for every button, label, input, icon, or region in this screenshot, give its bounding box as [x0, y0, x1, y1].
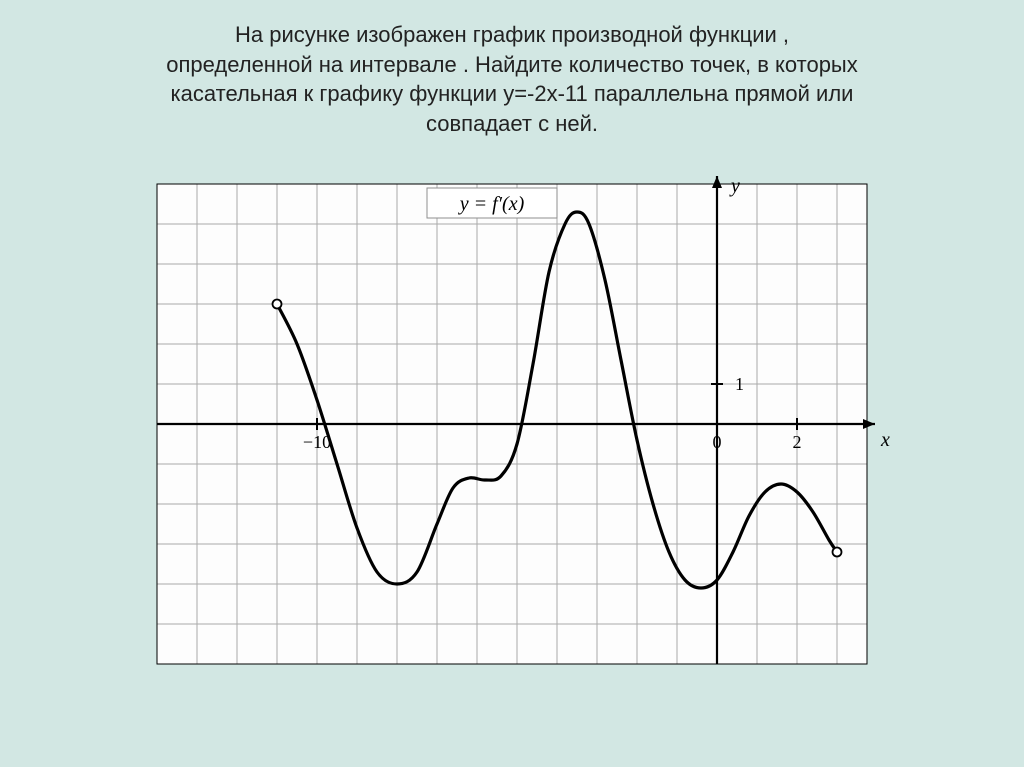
title-line-1: На рисунке изображен график производной …	[235, 22, 789, 47]
problem-title: На рисунке изображен график производной …	[52, 20, 972, 139]
svg-text:2: 2	[793, 432, 802, 452]
title-line-3: касательная к графику функции y=-2x-11 п…	[171, 81, 854, 106]
svg-text:y = f′(x): y = f′(x)	[458, 193, 525, 215]
derivative-chart: yx−10021y = f′(x)	[117, 164, 907, 684]
svg-text:0: 0	[713, 432, 722, 452]
svg-text:x: x	[880, 429, 890, 451]
title-line-4: совпадает с ней.	[426, 111, 598, 136]
svg-text:y: y	[729, 175, 740, 197]
title-line-2: определенной на интервале . Найдите коли…	[166, 52, 858, 77]
svg-text:1: 1	[735, 374, 744, 394]
chart-container: yx−10021y = f′(x)	[30, 164, 994, 684]
